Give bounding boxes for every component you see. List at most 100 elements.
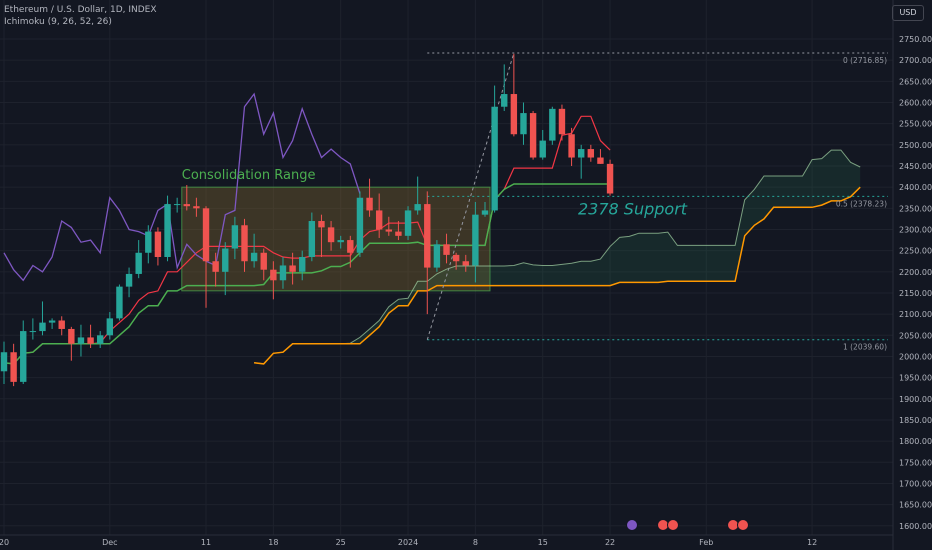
candle-body[interactable]: [222, 249, 228, 272]
candle-body[interactable]: [97, 335, 103, 343]
candle-body[interactable]: [347, 240, 353, 253]
time-tick-label: 8: [473, 538, 478, 547]
candle[interactable]: [549, 107, 555, 145]
candle-body[interactable]: [280, 265, 286, 280]
candle-body[interactable]: [155, 232, 161, 257]
earnings-icon[interactable]: [658, 520, 669, 531]
candle-body[interactable]: [126, 274, 132, 287]
currency-button[interactable]: USD: [892, 5, 924, 21]
candle-body[interactable]: [68, 329, 74, 344]
candle-body[interactable]: [289, 265, 295, 271]
candle-body[interactable]: [578, 149, 584, 157]
candle-body[interactable]: [116, 287, 122, 319]
candle-body[interactable]: [20, 331, 26, 382]
time-tick-label: 15: [538, 538, 548, 547]
candle-body[interactable]: [376, 210, 382, 229]
price-tick-label: 2500.00: [899, 141, 932, 150]
candle-body[interactable]: [501, 94, 507, 107]
price-tick-label: 1800.00: [899, 437, 932, 446]
candle-body[interactable]: [511, 94, 517, 134]
candle-body[interactable]: [482, 210, 488, 214]
earnings-icon[interactable]: [668, 520, 679, 531]
candle-body[interactable]: [212, 261, 218, 272]
price-tick-label: 1700.00: [899, 479, 932, 488]
candle-body[interactable]: [184, 204, 190, 206]
candle-body[interactable]: [174, 204, 180, 205]
price-tick-label: 1900.00: [899, 395, 932, 404]
candle-body[interactable]: [10, 352, 16, 382]
candle-body[interactable]: [597, 158, 603, 164]
candle-body[interactable]: [414, 204, 420, 210]
candle-body[interactable]: [135, 253, 141, 274]
candle[interactable]: [434, 240, 440, 272]
candle-body[interactable]: [357, 198, 363, 253]
dividend-icon[interactable]: [627, 520, 638, 531]
candle-body[interactable]: [59, 320, 65, 328]
candle-body[interactable]: [251, 253, 257, 261]
candle-body[interactable]: [309, 221, 315, 257]
candle[interactable]: [116, 285, 122, 321]
candle-body[interactable]: [463, 261, 469, 265]
price-tick-label: 2450.00: [899, 162, 932, 171]
candle-body[interactable]: [328, 227, 334, 242]
candle-body[interactable]: [559, 109, 565, 134]
candle-body[interactable]: [107, 318, 113, 335]
candle-body[interactable]: [164, 204, 170, 257]
candle-body[interactable]: [366, 198, 372, 211]
candle-body[interactable]: [588, 149, 594, 157]
candle-body[interactable]: [549, 109, 555, 141]
time-tick-label: 25: [336, 538, 346, 547]
candle-body[interactable]: [203, 208, 209, 261]
candle-body[interactable]: [607, 164, 613, 194]
candle-body[interactable]: [1, 352, 7, 371]
candle[interactable]: [607, 160, 613, 196]
price-tick-label: 2100.00: [899, 310, 932, 319]
candle-body[interactable]: [386, 229, 392, 231]
candle-body[interactable]: [395, 232, 401, 236]
candle-body[interactable]: [453, 255, 459, 261]
candle-body[interactable]: [78, 337, 84, 343]
time-tick-label: 11: [201, 538, 211, 547]
candle-body[interactable]: [241, 225, 247, 261]
candle-body[interactable]: [87, 337, 93, 343]
candle-body[interactable]: [39, 323, 45, 331]
candle-body[interactable]: [261, 253, 267, 270]
fib-level-label: 0 (2716.85): [843, 56, 887, 65]
candle-body[interactable]: [443, 244, 449, 255]
price-tick-label: 2350.00: [899, 204, 932, 213]
candle-body[interactable]: [49, 320, 55, 322]
earnings-icon[interactable]: [738, 520, 749, 531]
candle-body[interactable]: [299, 257, 305, 272]
candle-body[interactable]: [472, 215, 478, 266]
candle[interactable]: [357, 191, 363, 257]
time-tick-label: Dec: [102, 538, 117, 547]
indicator-legend[interactable]: Ichimoku (9, 26, 52, 26): [4, 17, 112, 27]
time-tick-label: Feb: [699, 538, 713, 547]
price-tick-label: 2550.00: [899, 120, 932, 129]
candle-body[interactable]: [270, 270, 276, 281]
candle-body[interactable]: [338, 240, 344, 242]
candle[interactable]: [405, 206, 411, 240]
candle-body[interactable]: [434, 244, 440, 267]
candle-body[interactable]: [405, 210, 411, 235]
candle-body[interactable]: [30, 331, 36, 332]
time-tick-label: 22: [605, 538, 615, 547]
candle[interactable]: [164, 196, 170, 262]
candle-body[interactable]: [568, 134, 574, 157]
candle-body[interactable]: [530, 113, 536, 157]
candle-body[interactable]: [232, 225, 238, 248]
candle-body[interactable]: [491, 107, 497, 211]
candle[interactable]: [530, 111, 536, 160]
candle-body[interactable]: [193, 206, 199, 208]
time-tick-label: 2024: [398, 538, 418, 547]
candle-body[interactable]: [520, 113, 526, 134]
candle-body[interactable]: [540, 141, 546, 158]
price-axis[interactable]: 1600.00 1650.00 1700.00 1750.00 1800.00 1850.…: [893, 0, 932, 550]
candle-body[interactable]: [145, 232, 151, 253]
earnings-icon[interactable]: [728, 520, 739, 531]
price-tick-label: 2700.00: [899, 56, 932, 65]
candle-body[interactable]: [424, 204, 430, 267]
candle-body[interactable]: [318, 221, 324, 227]
price-tick-label: 1850.00: [899, 416, 932, 425]
